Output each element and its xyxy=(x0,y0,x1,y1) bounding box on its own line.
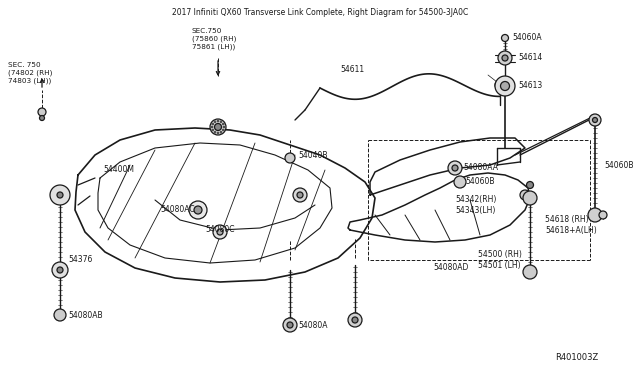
Circle shape xyxy=(500,81,509,90)
Circle shape xyxy=(194,206,202,214)
Circle shape xyxy=(220,131,222,133)
Text: SEC.750
(75860 (RH)
75861 (LH)): SEC.750 (75860 (RH) 75861 (LH)) xyxy=(192,28,236,50)
Text: 54060A: 54060A xyxy=(512,33,541,42)
Text: 54500 (RH)
54501 (LH): 54500 (RH) 54501 (LH) xyxy=(478,250,522,270)
Text: 54080AB: 54080AB xyxy=(68,311,102,320)
Circle shape xyxy=(452,165,458,171)
Circle shape xyxy=(527,182,534,189)
Text: 54040B: 54040B xyxy=(298,151,328,160)
Circle shape xyxy=(523,265,537,279)
Circle shape xyxy=(593,118,598,122)
Circle shape xyxy=(217,132,219,134)
Circle shape xyxy=(589,114,601,126)
Circle shape xyxy=(297,192,303,198)
Circle shape xyxy=(448,161,462,175)
Circle shape xyxy=(213,225,227,239)
Circle shape xyxy=(52,262,68,278)
Circle shape xyxy=(214,121,216,123)
Circle shape xyxy=(38,108,46,116)
Circle shape xyxy=(217,120,219,122)
Circle shape xyxy=(214,124,221,131)
Circle shape xyxy=(222,129,224,131)
Circle shape xyxy=(348,313,362,327)
Text: 54611: 54611 xyxy=(340,65,364,74)
Circle shape xyxy=(220,121,222,123)
Text: 54613: 54613 xyxy=(518,81,542,90)
Circle shape xyxy=(523,191,537,205)
Text: 54080AC: 54080AC xyxy=(160,205,195,214)
Circle shape xyxy=(287,322,293,328)
Circle shape xyxy=(222,123,224,125)
Circle shape xyxy=(57,267,63,273)
Circle shape xyxy=(283,318,297,332)
Circle shape xyxy=(599,211,607,219)
Circle shape xyxy=(495,80,505,90)
Circle shape xyxy=(189,201,207,219)
Text: 54080A: 54080A xyxy=(298,321,328,330)
Circle shape xyxy=(57,192,63,198)
Circle shape xyxy=(223,126,225,128)
Text: 54060B: 54060B xyxy=(604,160,634,170)
Circle shape xyxy=(293,188,307,202)
Text: 54060B: 54060B xyxy=(465,177,495,186)
Circle shape xyxy=(498,51,512,65)
Circle shape xyxy=(454,176,466,188)
Text: R401003Z: R401003Z xyxy=(555,353,598,362)
Text: 54618 (RH)
54618+A(LH): 54618 (RH) 54618+A(LH) xyxy=(545,215,596,235)
Circle shape xyxy=(212,123,214,125)
Circle shape xyxy=(54,309,66,321)
Circle shape xyxy=(212,129,214,131)
Circle shape xyxy=(214,131,216,133)
Circle shape xyxy=(211,126,213,128)
Text: 54080C: 54080C xyxy=(205,225,234,234)
Text: 54614: 54614 xyxy=(518,54,542,62)
Circle shape xyxy=(588,208,602,222)
Text: SEC. 750
(74802 (RH)
74803 (LH)): SEC. 750 (74802 (RH) 74803 (LH)) xyxy=(8,62,52,84)
Text: 54342(RH)
54343(LH): 54342(RH) 54343(LH) xyxy=(455,195,497,215)
Circle shape xyxy=(210,119,226,135)
Circle shape xyxy=(352,317,358,323)
Circle shape xyxy=(495,76,515,96)
Circle shape xyxy=(285,153,295,163)
Circle shape xyxy=(40,115,45,121)
Circle shape xyxy=(502,35,509,42)
Text: 54376: 54376 xyxy=(68,256,92,264)
Text: 54080AD: 54080AD xyxy=(433,263,468,272)
Circle shape xyxy=(520,190,530,200)
Circle shape xyxy=(502,55,508,61)
Text: 54400M: 54400M xyxy=(103,165,134,174)
Text: 54080AA: 54080AA xyxy=(463,164,498,173)
Circle shape xyxy=(50,185,70,205)
Text: 2017 Infiniti QX60 Transverse Link Complete, Right Diagram for 54500-3JA0C: 2017 Infiniti QX60 Transverse Link Compl… xyxy=(172,8,468,17)
Circle shape xyxy=(217,229,223,235)
